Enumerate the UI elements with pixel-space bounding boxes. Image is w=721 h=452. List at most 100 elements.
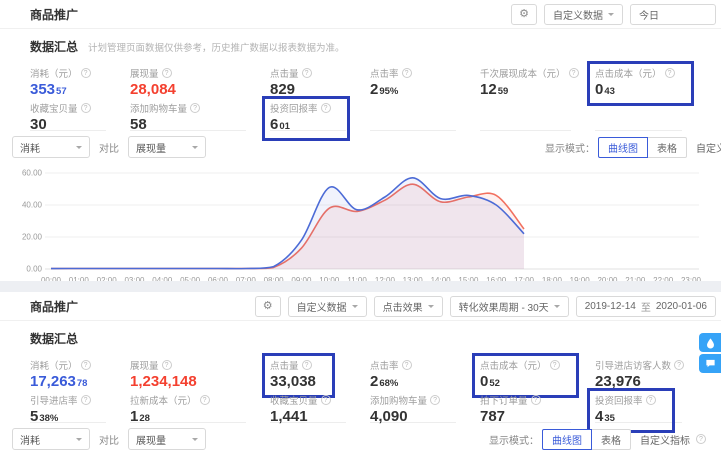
metric-label: 拍下订单量?	[480, 393, 541, 407]
curve-mode-button[interactable]: 曲线图	[598, 136, 648, 158]
metric-value: 295%	[370, 81, 399, 98]
metric-value: 538%	[30, 408, 59, 425]
metric-label: 添加购物车量?	[130, 101, 201, 115]
svg-text:14:00: 14:00	[431, 276, 452, 281]
svg-text:01:00: 01:00	[69, 276, 90, 281]
metric-cell: 展现量? 28,084	[130, 61, 270, 98]
metric-select[interactable]: 消耗	[12, 136, 90, 158]
svg-text:07:00: 07:00	[236, 276, 257, 281]
metric-cell	[480, 96, 571, 131]
svg-text:19:00: 19:00	[570, 276, 591, 281]
compare-label: 对比	[99, 143, 119, 155]
metric-cell: 添加购物车量? 4,090	[370, 388, 456, 425]
chevron-down-icon	[351, 305, 358, 311]
svg-text:12:00: 12:00	[375, 276, 396, 281]
custom-metric-label: 自定义指标	[696, 143, 721, 155]
info-icon: ?	[645, 395, 656, 405]
svg-text:00:00: 00:00	[41, 276, 62, 281]
conversion-cycle-dropdown[interactable]: 转化效果周期 - 30天	[449, 295, 569, 317]
metric-value: 829	[270, 81, 296, 98]
date-picker[interactable]: 今日	[630, 3, 716, 25]
metric-value: 043	[595, 81, 615, 98]
trend-chart: 0.00 20.00 40.00 60.00 00:00 01:00 02:00 03:00 0…	[22, 169, 702, 282]
metric-cell: 点击量? 33,038	[262, 353, 370, 398]
compare-select-value: 展现量	[136, 435, 166, 447]
custom-metric-link[interactable]: 自定义指标 ?	[640, 432, 706, 447]
conversion-cycle-label: 转化效果周期 - 30天	[458, 302, 549, 314]
svg-text:20:00: 20:00	[597, 276, 618, 281]
svg-text:40.00: 40.00	[22, 201, 43, 210]
metric-value: 128	[130, 408, 150, 425]
metric-label: 点击量?	[270, 66, 312, 80]
svg-text:09:00: 09:00	[291, 276, 312, 281]
customize-data-dropdown[interactable]: 自定义数据	[544, 3, 623, 25]
date-range-picker[interactable]: 2019-12-14 至 2020-01-06	[575, 295, 716, 317]
custom-metric-link[interactable]: 自定义指标 ?	[696, 140, 721, 155]
svg-text:20.00: 20.00	[22, 233, 43, 242]
metric-value: 28,084	[130, 81, 176, 98]
info-icon: ?	[301, 360, 312, 370]
svg-text:03:00: 03:00	[124, 276, 145, 281]
table-mode-button[interactable]: 表格	[591, 428, 631, 450]
metric-select[interactable]: 消耗	[12, 428, 90, 450]
summary-title: 数据汇总	[30, 332, 79, 346]
click-effect-dropdown[interactable]: 点击效果	[373, 295, 443, 317]
metric-cell: 点击成本（元）? 052	[472, 353, 595, 398]
custom-metric-label: 自定义指标	[640, 435, 690, 447]
metric-cell: 点击成本（元）? 043	[587, 61, 706, 106]
metric-label: 收藏宝贝量?	[30, 101, 91, 115]
summary-title: 数据汇总	[30, 40, 79, 54]
metric-label: 展现量?	[130, 66, 176, 80]
metric-cell: 投资回报率? 601	[262, 96, 350, 141]
settings-button[interactable]: ⚙	[511, 3, 537, 25]
compare-label: 对比	[99, 435, 119, 447]
display-mode-label: 显示模式：	[545, 143, 595, 155]
metric-value: 1,441	[270, 408, 308, 425]
panel1-header: 商品推广 ⚙ 自定义数据 今日	[0, 0, 721, 29]
svg-text:15:00: 15:00	[458, 276, 479, 281]
click-effect-label: 点击效果	[382, 302, 423, 314]
display-mode-group: 曲线图 表格	[598, 136, 687, 158]
metric-cell: 千次展现成本（元）? 1259	[480, 61, 595, 98]
droplet-icon[interactable]	[699, 333, 721, 352]
metric-label: 千次展现成本（元）?	[480, 66, 579, 80]
info-icon: ?	[80, 68, 91, 78]
metric-cell: 点击率? 295%	[370, 61, 480, 98]
chevron-down-icon	[76, 438, 82, 444]
chevron-down-icon	[608, 13, 614, 19]
metric-value: 30	[30, 116, 47, 133]
metric-label: 拉新成本（元）?	[130, 393, 210, 407]
metric-value: 1,234,148	[130, 373, 197, 390]
metric-cell: 消耗（元）? 35357	[30, 61, 130, 98]
info-icon: ?	[80, 395, 91, 405]
panel1-metrics-grid: 消耗（元）? 35357 展现量? 28,084 点击量? 829 点击率? 295% 千次展现…	[0, 57, 721, 141]
metric-value: 787	[480, 408, 506, 425]
panel1-toolbar: ⚙ 自定义数据 今日	[511, 3, 716, 25]
compare-select-value: 展现量	[136, 143, 166, 155]
compare-select[interactable]: 展现量	[128, 136, 206, 158]
summary-note: 计划管理页面数据仅供参考，历史推广数据以报表数据为准。	[88, 43, 345, 54]
metric-value: 33,038	[270, 373, 316, 390]
info-icon: ?	[568, 68, 579, 78]
settings-button[interactable]: ⚙	[254, 295, 281, 317]
svg-text:11:00: 11:00	[347, 276, 367, 281]
metric-value: 4,090	[370, 408, 408, 425]
table-mode-button[interactable]: 表格	[647, 136, 687, 158]
display-mode-label: 显示模式：	[489, 435, 539, 447]
customize-data-label: 自定义数据	[553, 10, 603, 22]
metric-cell: 投资回报率? 435	[587, 388, 682, 433]
panel-product-promotion-1: 商品推广 ⚙ 自定义数据 今日 数据汇总 计划管理页面数据仅供参考，历史推广数据…	[0, 0, 721, 281]
customize-data-dropdown[interactable]: 自定义数据	[287, 295, 367, 317]
metric-label: 消耗（元）?	[30, 358, 91, 372]
date-range-end: 2020-01-06	[655, 300, 707, 312]
panel2-header: 商品推广 ⚙ 自定义数据 点击效果 转化效果周期 - 30天 2019-12-1…	[0, 292, 721, 321]
metric-cell: 消耗（元）? 17,26378	[30, 353, 130, 390]
chat-icon[interactable]	[699, 354, 721, 373]
quick-tools-widget	[699, 333, 721, 373]
panel1-title: 商品推广	[30, 7, 79, 22]
panel1-metric-selectors: 消耗 对比 展现量	[12, 136, 206, 158]
panel1-display-mode: 显示模式： 曲线图 表格 自定义指标 ?	[545, 136, 721, 158]
curve-mode-button[interactable]: 曲线图	[542, 428, 592, 450]
compare-select[interactable]: 展现量	[128, 428, 206, 450]
info-icon: ?	[161, 68, 172, 78]
